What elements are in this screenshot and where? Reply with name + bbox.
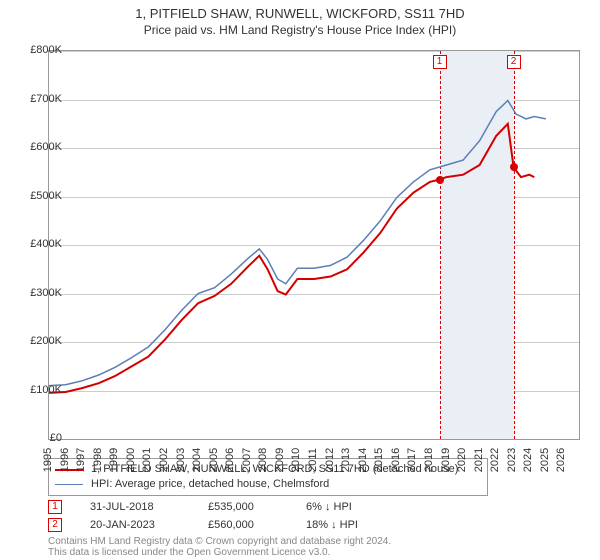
legend-swatch	[55, 484, 83, 485]
x-axis-label: 2005	[208, 448, 220, 472]
series-svg	[49, 51, 579, 439]
x-axis-label: 2012	[324, 448, 336, 472]
x-axis-label: 2021	[473, 448, 485, 472]
y-axis-label: £300K	[30, 287, 62, 299]
x-axis-label: 2015	[373, 448, 385, 472]
x-axis-label: 2019	[440, 448, 452, 472]
x-axis-label: 2017	[406, 448, 418, 472]
y-axis-label: £700K	[30, 93, 62, 105]
series-hpi	[49, 101, 546, 386]
sale-marker: 1	[48, 500, 62, 514]
x-axis-label: 1996	[59, 448, 71, 472]
sale-dot	[510, 163, 518, 171]
x-axis-label: 2010	[290, 448, 302, 472]
x-axis-label: 2006	[224, 448, 236, 472]
x-axis-label: 2002	[158, 448, 170, 472]
attribution: Contains HM Land Registry data © Crown c…	[48, 536, 391, 558]
x-axis-label: 2020	[456, 448, 468, 472]
sale-row: 1 31-JUL-2018 £535,000 6% ↓ HPI	[48, 498, 396, 516]
legend-item: HPI: Average price, detached house, Chel…	[55, 477, 481, 492]
title-block: 1, PITFIELD SHAW, RUNWELL, WICKFORD, SS1…	[0, 0, 600, 37]
sale-dot	[436, 176, 444, 184]
plot-area: 12	[48, 50, 580, 440]
sales-table: 1 31-JUL-2018 £535,000 6% ↓ HPI 2 20-JAN-2023…	[48, 498, 396, 534]
x-axis-label: 2003	[175, 448, 187, 472]
attribution-line: This data is licensed under the Open Gov…	[48, 547, 391, 558]
x-axis-label: 2007	[241, 448, 253, 472]
sale-row: 2 20-JAN-2023 £560,000 18% ↓ HPI	[48, 516, 396, 534]
x-axis-label: 2023	[506, 448, 518, 472]
series-price_paid	[49, 124, 534, 393]
y-axis-label: £200K	[30, 335, 62, 347]
sale-delta: 18% ↓ HPI	[306, 519, 396, 531]
chart-container: 1, PITFIELD SHAW, RUNWELL, WICKFORD, SS1…	[0, 0, 600, 560]
y-axis-label: £500K	[30, 190, 62, 202]
sale-price: £535,000	[208, 501, 278, 513]
x-axis-label: 2024	[522, 448, 534, 472]
legend-label: HPI: Average price, detached house, Chel…	[91, 477, 329, 492]
x-axis-label: 2000	[125, 448, 137, 472]
x-axis-label: 2011	[307, 448, 319, 472]
y-axis-label: £600K	[30, 141, 62, 153]
x-axis-label: 2025	[539, 448, 551, 472]
sale-date: 31-JUL-2018	[90, 501, 180, 513]
x-axis-label: 2009	[274, 448, 286, 472]
x-axis-label: 2014	[357, 448, 369, 472]
x-axis-label: 2016	[390, 448, 402, 472]
x-axis-label: 1997	[75, 448, 87, 472]
attribution-line: Contains HM Land Registry data © Crown c…	[48, 536, 391, 547]
x-axis-label: 2026	[555, 448, 567, 472]
y-axis-label: £100K	[30, 384, 62, 396]
y-axis-label: £400K	[30, 238, 62, 250]
x-axis-label: 2013	[340, 448, 352, 472]
sale-delta: 6% ↓ HPI	[306, 501, 396, 513]
x-axis-label: 1998	[92, 448, 104, 472]
x-axis-label: 2022	[489, 448, 501, 472]
chart-title: 1, PITFIELD SHAW, RUNWELL, WICKFORD, SS1…	[0, 6, 600, 21]
x-axis-label: 2004	[191, 448, 203, 472]
x-axis-label: 2018	[423, 448, 435, 472]
y-axis-label: £0	[50, 432, 62, 444]
sale-date: 20-JAN-2023	[90, 519, 180, 531]
x-axis-label: 1995	[42, 448, 54, 472]
sale-price: £560,000	[208, 519, 278, 531]
y-axis-label: £800K	[30, 44, 62, 56]
x-axis-label: 1999	[108, 448, 120, 472]
chart-subtitle: Price paid vs. HM Land Registry's House …	[0, 21, 600, 37]
sale-marker: 2	[48, 518, 62, 532]
x-axis-label: 2008	[257, 448, 269, 472]
x-axis-label: 2001	[141, 448, 153, 472]
